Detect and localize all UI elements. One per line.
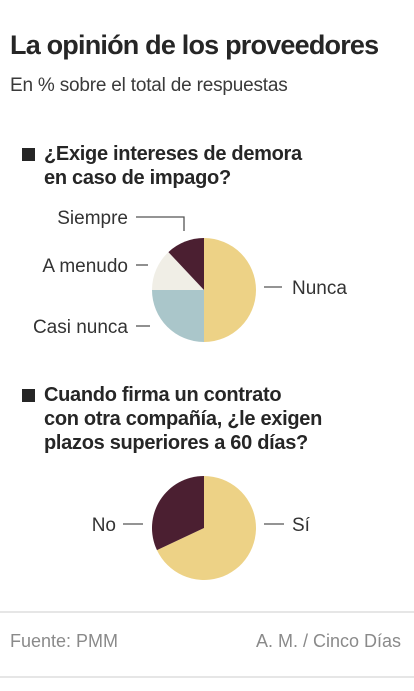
pie-chart-1 [152,238,256,342]
pie1-label-siempre: Siempre [57,208,128,229]
credit-text: A. M. / Cinco Días [255,631,401,651]
bottom-divider [0,676,414,678]
pie1-label-casi-nunca: Casi nunca [33,317,128,338]
pie-charts: Siempre A menudo Casi nunca Nunca No Sí [33,208,347,580]
bullet-square-icon [22,148,35,161]
pie1-label-nunca: Nunca [292,278,347,299]
pie1-leader-siempre [136,216,185,231]
footer-divider [0,611,414,613]
pie-slice-casi-nunca [152,290,204,342]
source-text: Fuente: PMM [10,631,119,651]
pie-slice-nunca [204,238,256,342]
page-title: La opinión de los proveedores [10,30,379,60]
pie-slice-sí [156,476,257,580]
pie2-label-no: No [92,515,116,536]
pie1-label-a-menudo: A menudo [42,256,128,277]
pie-slice-no [152,475,204,551]
question-2-text: Cuando firma un contrato con otra compañ… [44,384,323,454]
question-1: ¿Exige intereses de demora en caso de im… [22,142,302,190]
bullet-square-icon [22,389,35,402]
question-1-text: ¿Exige intereses de demora en caso de im… [44,143,302,189]
pie-slice-a-menudo [152,252,204,290]
pie-chart-2 [152,475,257,580]
pie-slice-siempre [168,238,204,290]
pie2-label-si: Sí [292,515,311,536]
page-subtitle: En % sobre el total de respuestas [10,75,288,96]
question-2: Cuando firma un contrato con otra compañ… [22,383,322,455]
